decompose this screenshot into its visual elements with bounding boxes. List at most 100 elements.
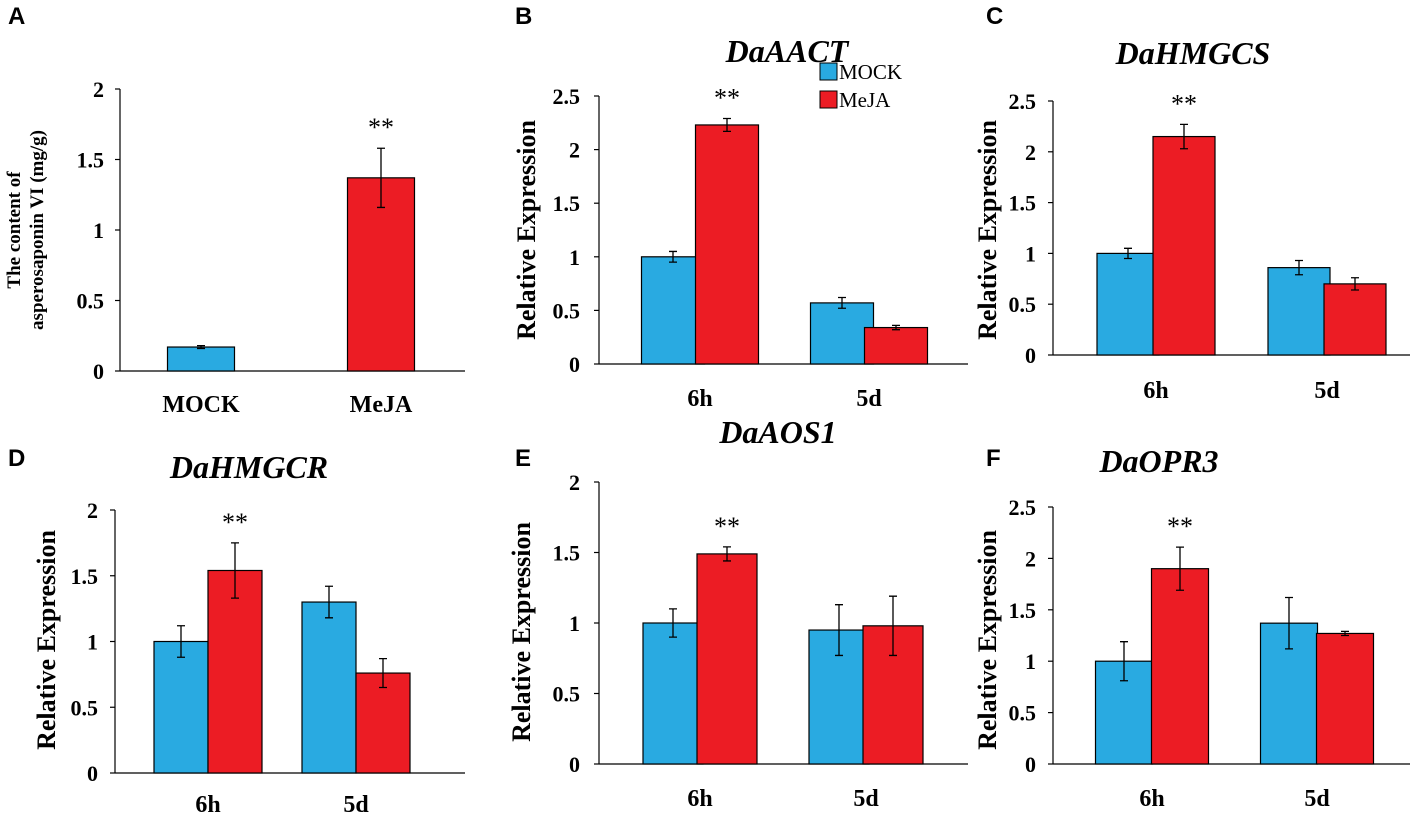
y-axis-label: Relative Expression [32,530,61,750]
significance-marker: ** [368,113,394,142]
error-bar [325,585,333,619]
y-tick-label: 0.5 [1009,292,1037,317]
significance-marker: ** [1167,512,1193,541]
significance-marker: ** [1171,89,1197,118]
x-tick-label: 6h [1139,786,1164,812]
significance-marker: ** [714,512,740,541]
x-tick-label: 6h [1143,378,1168,404]
y-tick-label: 0.5 [553,298,581,323]
y-tick-label: 1 [93,218,104,243]
error-bar [379,657,387,689]
y-axis-label: Relative Expression [512,120,541,340]
error-bar [889,595,897,657]
bar-MOCK-6h [640,256,706,365]
legend-label: MOCK [839,60,902,84]
x-tick-label: 6h [687,386,712,412]
bar-MOCK-MOCK [166,346,236,372]
error-bar [1180,123,1188,150]
panel-letter: E [515,445,531,472]
y-tick-label: 1 [1025,241,1036,266]
error-bar [1124,247,1132,260]
chart-title: DaOPR3 [1098,443,1218,479]
x-tick-label: 5d [856,386,882,412]
y-tick-label: 0 [93,359,104,384]
panel-letter: B [515,3,532,30]
significance-marker: ** [222,508,248,537]
y-axis-label: The content of asperosaponin VI (mg/g) [4,130,48,330]
x-tick-label: 5d [1314,378,1340,404]
legend: MOCK MeJA [819,60,902,112]
y-tick-label: 1 [1025,649,1036,674]
x-tick-label: MOCK [162,392,240,418]
y-tick-label: 0 [1025,343,1036,368]
error-bar [669,250,677,263]
bar-MeJA-6h [696,553,758,765]
y-tick-label: 0.5 [1009,701,1037,726]
error-bar [1351,277,1359,291]
y-tick-label: 2 [569,470,580,495]
error-bar [723,117,731,133]
y-tick-label: 2 [87,498,98,523]
y-tick-label: 0.5 [553,682,581,707]
y-tick-label: 2 [93,77,104,102]
bar-MeJA-6h [1150,568,1210,765]
bar-MOCK-6h [153,640,209,774]
error-bar [892,324,900,331]
y-tick-label: 1.5 [553,541,581,566]
y-tick-label: 1 [569,245,580,270]
y-tick-label: 1 [569,611,580,636]
y-tick-label: 0 [569,752,580,777]
error-bar [838,296,846,309]
bar-MeJA-5d [863,326,929,365]
y-axis-label: Relative Expression [507,522,536,742]
bar-MOCK-6h [1096,252,1160,356]
bar-MOCK-6h [642,622,704,765]
y-tick-label: 1.5 [553,191,581,216]
chart-title: DaHMGCS [1115,35,1271,71]
bar-MeJA-6h [694,124,760,365]
y-axis-label: Relative Expression [973,120,1002,340]
y-axis-label-line: asperosaponin VI (mg/g) [27,130,48,330]
x-tick-label: 5d [853,786,879,812]
bar-MeJA-5d [1315,632,1375,765]
y-tick-label: 2.5 [1009,89,1037,114]
error-bar [669,608,677,638]
x-tick-label: 5d [343,792,369,814]
panel-letter: C [986,3,1003,30]
y-tick-label: 1.5 [1009,598,1037,623]
bar-MOCK-5d [809,302,875,365]
bar-MeJA-5d [1323,283,1387,356]
chart-title: DaHMGCR [169,449,328,485]
error-bar [835,604,843,657]
y-tick-label: 2.5 [1009,495,1037,520]
bar-MeJA-6h [207,569,263,774]
y-axis-label: Relative Expression [973,530,1002,750]
legend-label: MeJA [839,88,891,112]
y-tick-label: 0.5 [77,289,105,314]
y-axis-label-line: The content of [4,171,25,289]
panel-F: F DaOPR3 0 0.5 1 1.5 2 2.5 Relative Expression 6h… [973,443,1410,812]
legend-swatch-MOCK [819,62,838,81]
x-tick-label: 6h [687,786,712,812]
bar-MeJA-6h [1152,135,1216,356]
y-tick-label: 0 [1025,752,1036,777]
panel-letter: F [986,445,1001,472]
panel-C: C DaHMGCS 0 0.5 1 1.5 2 2.5 Relative Expression 6… [973,3,1410,404]
error-bar [723,546,731,562]
error-bar [377,147,385,209]
panel-A: A 0 0.5 1 1.5 2 The content of asperosaponin VI… [4,3,465,418]
y-tick-label: 1.5 [77,148,105,173]
chart-title: DaAOS1 [718,414,836,450]
y-tick-label: 2 [1025,546,1036,571]
y-tick-label: 0 [569,352,580,377]
bar-MeJA-5d [355,672,411,774]
error-bar [197,344,205,350]
y-tick-label: 0.5 [71,695,99,720]
y-tick-label: 2 [569,138,580,163]
x-tick-label: 6h [195,792,220,814]
error-bar [177,625,185,658]
error-bar [1295,259,1303,276]
panel-D: D DaHMGCR 0 0.5 1 1.5 2 Relative Expression 6h 5d… [8,445,465,814]
